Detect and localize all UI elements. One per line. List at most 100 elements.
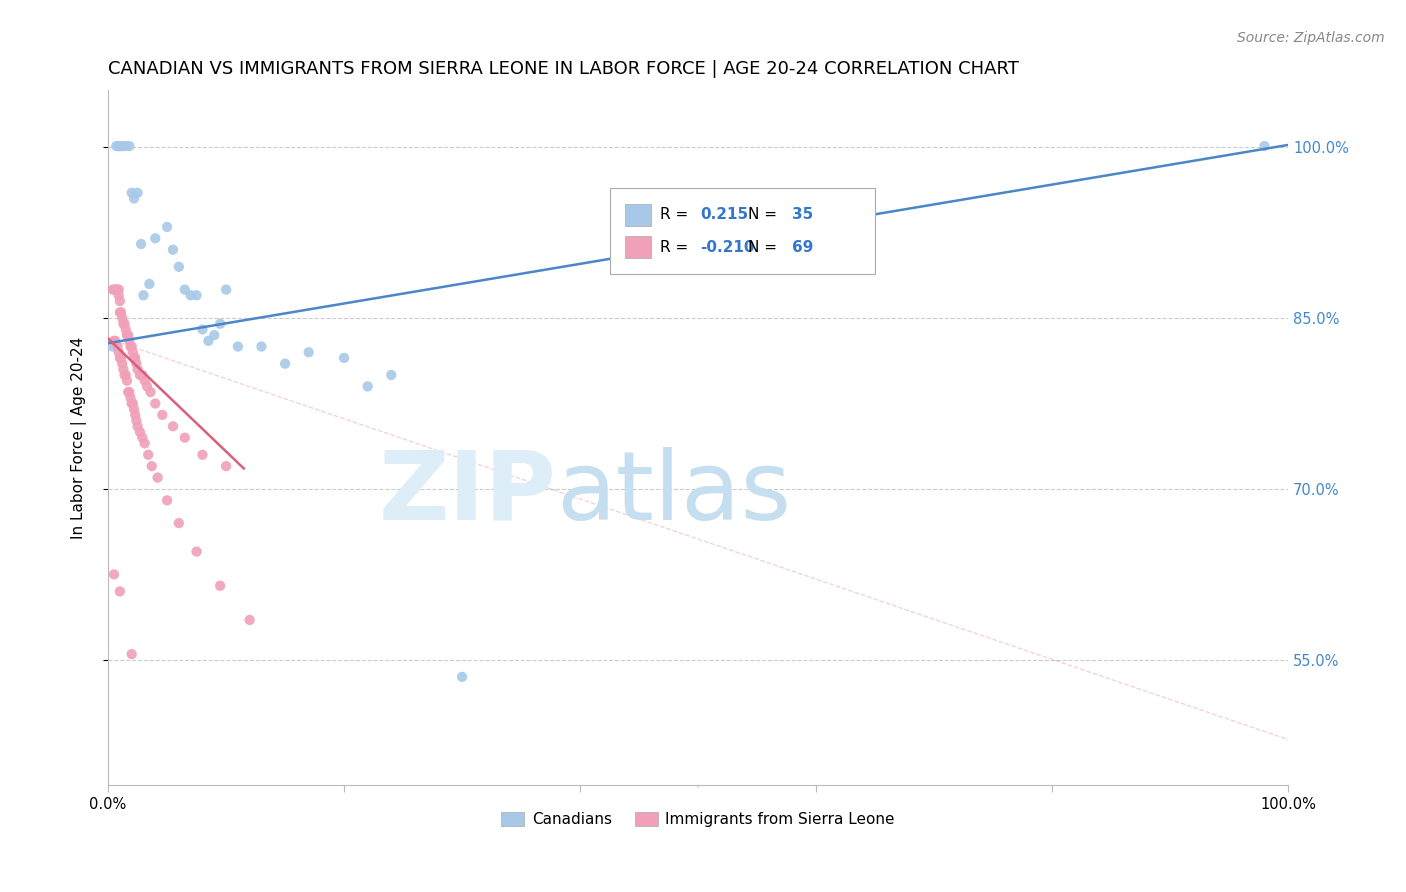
Text: -0.210: -0.210 [700,240,755,255]
Point [131,368,153,382]
Point [108,139,131,153]
Point [191,448,214,462]
Point [121,340,143,354]
Point [108,293,131,308]
Point [250,340,273,354]
Point [150,408,173,422]
Point [107,345,129,359]
Point [136,379,159,393]
Point [117,385,139,400]
Text: 69: 69 [793,240,814,255]
Point [146,470,169,484]
Point [209,579,232,593]
Point [114,139,136,153]
Text: atlas: atlas [557,447,792,540]
Point [114,368,136,382]
Point [111,311,134,326]
Point [120,340,142,354]
Point [186,288,208,302]
Point [107,139,129,153]
Point [136,448,159,462]
Point [122,351,145,365]
Bar [624,236,651,259]
Y-axis label: In Labor Force | Age 20-24: In Labor Force | Age 20-24 [72,336,87,539]
Point [114,317,136,331]
Point [173,283,195,297]
Text: 35: 35 [793,207,814,222]
Point [104,283,127,297]
Point [215,459,238,474]
Point [103,283,125,297]
Point [134,374,156,388]
Point [111,357,134,371]
Point [122,192,145,206]
Point [103,567,125,582]
Point [380,368,402,382]
Legend: Canadians, Immigrants from Sierra Leone: Canadians, Immigrants from Sierra Leone [495,805,901,833]
Point [124,351,146,365]
Point [115,328,138,343]
Point [125,357,148,371]
Text: R =: R = [661,207,693,222]
Point [114,322,136,336]
Point [120,391,142,405]
Point [143,396,166,410]
Point [108,351,131,365]
Point [141,459,163,474]
Point [186,544,208,558]
Point [1253,139,1275,153]
Point [129,237,152,252]
Point [156,219,179,234]
Point [114,368,136,382]
Point [122,402,145,417]
Point [101,340,124,354]
Point [107,283,129,297]
Point [104,334,127,348]
Point [112,317,135,331]
Point [121,396,143,410]
Point [138,277,160,291]
Point [118,385,141,400]
Point [107,283,129,297]
Point [143,231,166,245]
Point [139,385,162,400]
Point [108,305,131,319]
Point [111,139,134,153]
Point [127,186,149,200]
Point [110,351,132,365]
Point [202,328,225,343]
Point [124,408,146,422]
Point [117,328,139,343]
Point [121,186,143,200]
Point [298,345,321,359]
Point [112,362,135,376]
Point [125,414,148,428]
Text: N =: N = [748,240,782,255]
Point [134,436,156,450]
Point [108,584,131,599]
Text: CANADIAN VS IMMIGRANTS FROM SIERRA LEONE IN LABOR FORCE | AGE 20-24 CORRELATION : CANADIAN VS IMMIGRANTS FROM SIERRA LEONE… [108,60,1019,78]
Point [239,613,262,627]
Point [274,357,297,371]
Point [115,374,138,388]
Text: N =: N = [748,207,782,222]
Point [162,243,184,257]
Point [132,288,155,302]
Point [118,334,141,348]
Point [180,288,202,302]
Text: Source: ZipAtlas.com: Source: ZipAtlas.com [1237,31,1385,45]
Point [101,283,124,297]
Point [191,322,214,336]
Point [226,340,249,354]
Point [197,334,219,348]
Point [110,305,132,319]
Point [107,340,129,354]
Point [131,431,153,445]
FancyBboxPatch shape [610,187,875,275]
Point [209,317,232,331]
Point [105,139,128,153]
Point [357,379,380,393]
Point [129,425,152,439]
Text: ZIP: ZIP [378,447,557,540]
Point [451,670,474,684]
